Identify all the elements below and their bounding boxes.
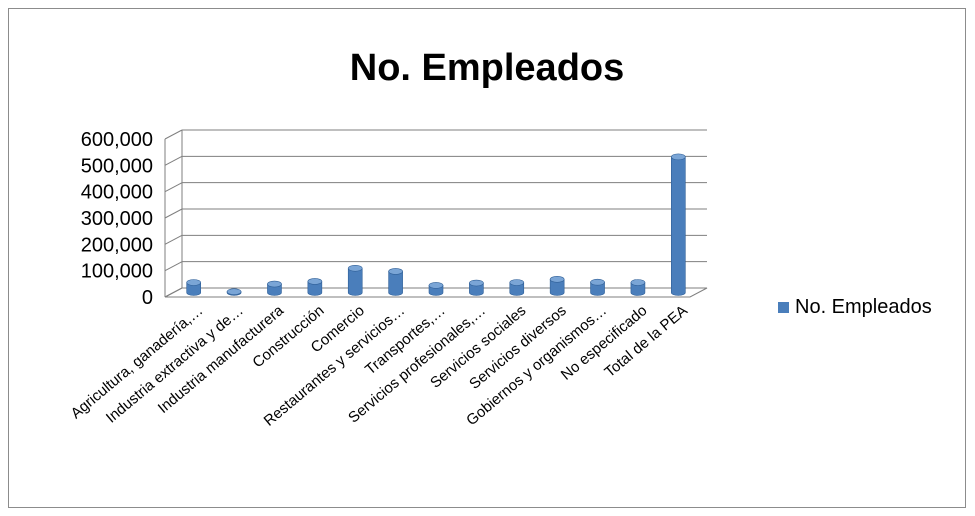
bar bbox=[226, 288, 242, 296]
y-tick-label: 300,000 bbox=[81, 208, 153, 230]
bar-top bbox=[671, 153, 686, 161]
y-tick-label: 0 bbox=[142, 287, 153, 309]
gridline-side bbox=[164, 261, 183, 272]
bar-top bbox=[388, 268, 403, 275]
bar-top bbox=[549, 276, 565, 283]
chart-title: No. Empleados bbox=[349, 47, 625, 89]
bar bbox=[590, 278, 605, 296]
bar-body bbox=[590, 281, 605, 296]
bar-top bbox=[509, 279, 525, 286]
bar-top bbox=[267, 280, 282, 288]
bar-top bbox=[226, 288, 242, 296]
y-tick-label: 500,000 bbox=[81, 155, 153, 177]
bar-body bbox=[671, 156, 686, 296]
y-tick-label: 600,000 bbox=[81, 129, 153, 151]
bar bbox=[509, 279, 525, 296]
bar bbox=[388, 268, 403, 296]
gridline-side bbox=[164, 208, 183, 219]
bar bbox=[428, 282, 444, 296]
bar-top bbox=[307, 278, 323, 285]
y-tick-label: 200,000 bbox=[81, 234, 153, 256]
bar-top bbox=[347, 264, 363, 272]
gridline-side bbox=[164, 182, 183, 193]
bar-top bbox=[630, 279, 646, 286]
legend-swatch bbox=[778, 302, 789, 313]
gridline-side bbox=[164, 155, 183, 166]
bar bbox=[549, 276, 565, 296]
bar bbox=[671, 153, 686, 296]
bar-body bbox=[347, 267, 363, 296]
bar-body bbox=[469, 282, 484, 296]
gridline-side bbox=[164, 234, 183, 245]
gridline-side bbox=[164, 129, 183, 140]
bar-top bbox=[469, 279, 484, 287]
bar-body bbox=[509, 282, 525, 296]
y-tick-label: 400,000 bbox=[81, 182, 153, 204]
bar-body bbox=[307, 281, 323, 296]
legend: No. Empleados bbox=[778, 296, 932, 319]
bar-top bbox=[186, 279, 201, 286]
bar-body bbox=[549, 279, 565, 296]
bar bbox=[267, 280, 282, 296]
bar bbox=[307, 278, 323, 296]
bar-top bbox=[590, 278, 605, 286]
legend-label: No. Empleados bbox=[795, 296, 932, 318]
gridline-side bbox=[164, 287, 183, 298]
bar bbox=[186, 279, 201, 296]
bar bbox=[630, 279, 646, 296]
bar-top bbox=[428, 282, 444, 289]
chart-frame: No. Empleados bbox=[8, 8, 966, 508]
bar bbox=[347, 264, 363, 296]
bar bbox=[469, 279, 484, 296]
bar-body bbox=[388, 271, 403, 296]
bar-body bbox=[186, 282, 201, 296]
y-tick-label: 100,000 bbox=[81, 261, 153, 283]
bar-body bbox=[630, 282, 646, 296]
